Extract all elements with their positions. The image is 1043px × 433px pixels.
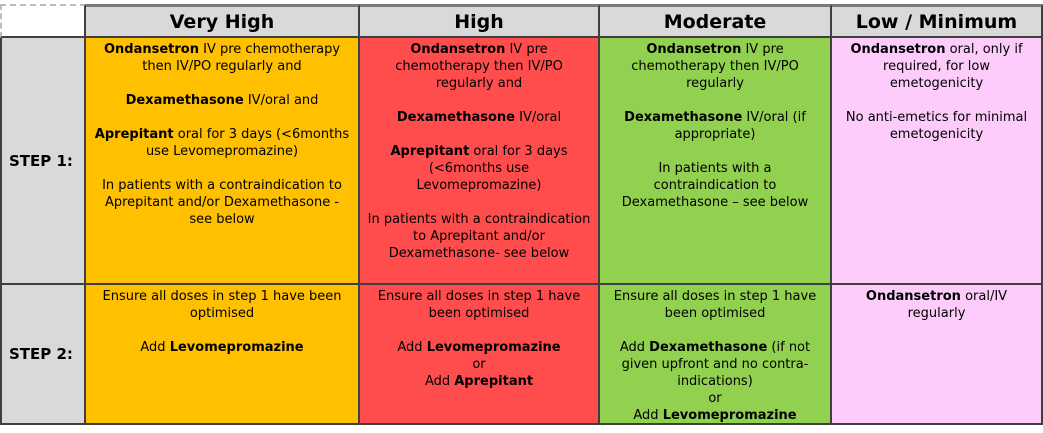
cell-paragraph: Ensure all doses in step 1 have been opt… (613, 289, 817, 321)
cell-step2-high: Ensure all doses in step 1 have been opt… (360, 285, 600, 425)
cell-paragraph (93, 109, 351, 126)
cell-paragraph (607, 322, 823, 339)
cell-paragraph: Ondansetron IV pre chemotherapy then IV/… (395, 42, 563, 91)
cell-paragraph (93, 160, 351, 177)
column-header-very-high: Very High (86, 4, 360, 38)
cell-paragraph (93, 75, 351, 92)
cell-paragraph (367, 126, 591, 143)
cell-paragraph: or (472, 357, 486, 372)
cell-paragraph: Ensure all doses in step 1 have been opt… (102, 289, 342, 321)
cell-paragraph (607, 92, 823, 109)
row-label-step-1: STEP 1: (0, 38, 86, 285)
cell-paragraph: Aprepitant oral for 3 days (<6months use… (390, 144, 568, 193)
cell-paragraph: Add Dexamethasone (if not given upfront … (619, 340, 811, 389)
cell-paragraph: Ensure all doses in step 1 have been opt… (377, 289, 581, 321)
cell-step1-low-minimum: Ondansetron oral, only if required, for … (832, 38, 1043, 285)
cell-paragraph: Ondansetron IV pre chemotherapy then IV/… (103, 42, 341, 74)
cell-paragraph: Add Aprepitant (424, 374, 534, 389)
corner-cell (0, 4, 86, 38)
cell-step2-moderate: Ensure all doses in step 1 have been opt… (600, 285, 832, 425)
cell-step1-moderate: Ondansetron IV pre chemotherapy then IV/… (600, 38, 832, 285)
cell-step2-very-high: Ensure all doses in step 1 have been opt… (86, 285, 360, 425)
antiemetic-guideline-table: Very High High Moderate Low / Minimum ST… (0, 4, 1043, 425)
cell-paragraph: In patients with a contraindication to A… (102, 178, 342, 227)
cell-paragraph: Ondansetron oral/IV regularly (865, 289, 1008, 321)
cell-paragraph: No anti-emetics for minimal emetogenicit… (845, 110, 1028, 142)
row-label-step-2: STEP 2: (0, 285, 86, 425)
cell-step2-low-minimum: Ondansetron oral/IV regularly (832, 285, 1043, 425)
cell-paragraph: Dexamethasone IV/oral (396, 110, 562, 125)
cell-paragraph: In patients with a contraindication to A… (367, 212, 591, 261)
cell-step1-very-high: Ondansetron IV pre chemotherapy then IV/… (86, 38, 360, 285)
cell-paragraph: Ondansetron IV pre chemotherapy then IV/… (631, 42, 799, 91)
cell-paragraph: Aprepitant oral for 3 days (<6months use… (94, 127, 350, 159)
cell-paragraph (367, 322, 591, 339)
cell-paragraph: In patients with a contraindication to D… (621, 161, 809, 210)
cell-paragraph: Add Levomepromazine (633, 408, 797, 423)
cell-paragraph: Ondansetron oral, only if required, for … (850, 42, 1023, 91)
column-header-moderate: Moderate (600, 4, 832, 38)
cell-paragraph: Dexamethasone IV/oral (if appropriate) (624, 110, 806, 142)
cell-paragraph: or (708, 391, 722, 406)
cell-paragraph (93, 322, 351, 339)
cell-step1-high: Ondansetron IV pre chemotherapy then IV/… (360, 38, 600, 285)
cell-paragraph (367, 92, 591, 109)
column-header-high: High (360, 4, 600, 38)
cell-paragraph: Add Levomepromazine (140, 340, 304, 355)
cell-paragraph: Add Levomepromazine (397, 340, 561, 355)
cell-paragraph (839, 92, 1034, 109)
column-header-low-minimum: Low / Minimum (832, 4, 1043, 38)
cell-paragraph (367, 194, 591, 211)
cell-paragraph (607, 143, 823, 160)
cell-paragraph: Dexamethasone IV/oral and (125, 93, 319, 108)
